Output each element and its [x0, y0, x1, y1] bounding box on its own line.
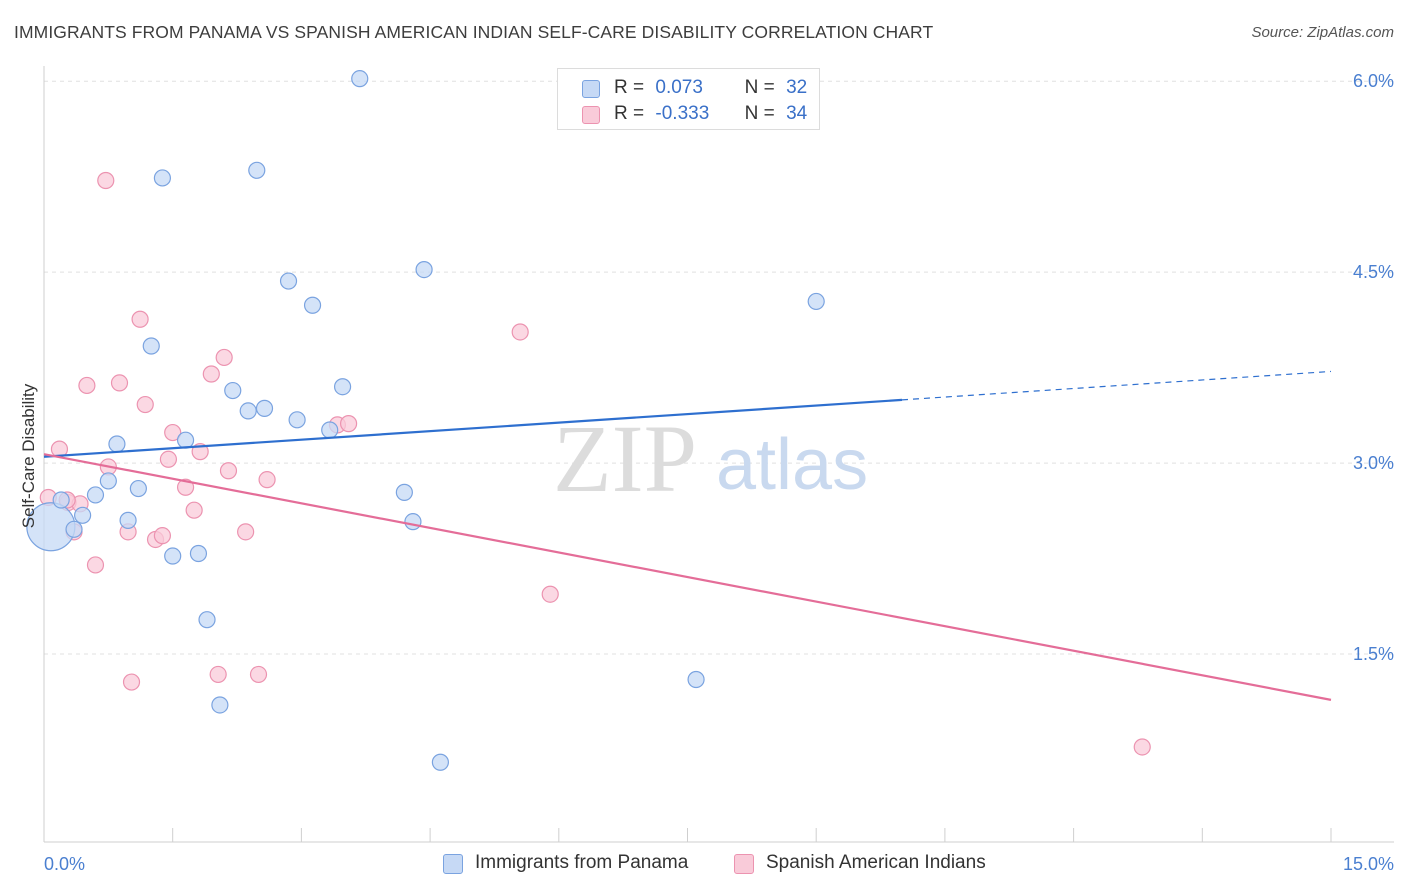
data-point [142, 337, 160, 355]
x-tick-label-min: 0.0% [44, 854, 85, 874]
data-point [153, 169, 172, 187]
data-point [185, 501, 203, 519]
data-point [78, 376, 96, 395]
data-point [339, 415, 358, 433]
axes [43, 66, 1394, 843]
legend-r-label: R = [614, 77, 645, 98]
data-point [97, 171, 115, 190]
legend-n-value: 34 [786, 103, 808, 124]
data-point [110, 374, 129, 392]
data-point [224, 381, 242, 400]
data-point [288, 411, 306, 429]
trend-lines [43, 370, 1332, 701]
data-point [1133, 738, 1151, 756]
data-point [219, 462, 238, 480]
grid-lines [44, 80, 1394, 655]
data-point [239, 402, 257, 420]
y-axis-label: Self-Care Disability [19, 383, 38, 528]
data-point [415, 261, 433, 279]
data-point [431, 753, 449, 771]
data-point [303, 296, 322, 314]
legend-swatch-pink [582, 106, 600, 124]
data-point [255, 399, 274, 417]
bottom-legend-label: Spanish American Indians [766, 852, 986, 873]
data-point [153, 527, 172, 545]
data-point [807, 292, 825, 311]
data-point [202, 365, 220, 383]
y-tick-label: 4.5% [1353, 262, 1394, 282]
data-point [541, 585, 559, 603]
data-point [211, 696, 229, 714]
data-point [86, 486, 105, 504]
bottom-legend-swatch-blue [443, 854, 463, 874]
stats-legend: R = 0.073 N = 32 R = -0.333 N = 34 [557, 68, 820, 130]
bottom-legend-swatch-pink [734, 854, 754, 874]
legend-r-label: R = [614, 103, 645, 124]
legend-swatch-blue [582, 80, 600, 98]
data-point [279, 272, 298, 290]
data-point [687, 670, 705, 689]
legend-r-value: 0.073 [655, 77, 703, 98]
watermark-zip: ZIP [553, 405, 697, 512]
data-point [404, 513, 422, 531]
series-immigrants-from-panama [26, 70, 825, 771]
data-point [164, 547, 182, 565]
data-point [119, 511, 137, 529]
data-point [333, 378, 352, 396]
data-point [249, 665, 268, 684]
data-point [209, 665, 227, 684]
y-tick-label: 6.0% [1353, 71, 1394, 91]
data-point [129, 479, 147, 498]
data-point [248, 161, 266, 179]
data-point [395, 483, 413, 501]
legend-n-value: 32 [786, 77, 808, 98]
data-point [65, 520, 83, 538]
y-tick-label: 1.5% [1353, 644, 1394, 664]
trend-line-panama [43, 398, 903, 458]
data-point [52, 491, 70, 509]
data-point [511, 323, 529, 341]
data-point [159, 450, 178, 468]
trend-line-spanish [43, 453, 1332, 701]
legend-n-label: N = [744, 77, 775, 98]
legend-n-label: N = [744, 103, 775, 124]
data-point [351, 70, 369, 88]
data-point [136, 395, 154, 414]
data-point [237, 523, 255, 541]
y-tick-label: 3.0% [1353, 453, 1394, 473]
x-tick-label-max: 15.0% [1343, 854, 1394, 874]
data-point [164, 423, 182, 442]
data-point [176, 478, 195, 496]
trend-line-panama-extension [901, 370, 1332, 401]
tick-labels: 1.5% 3.0% 4.5% 6.0% [1353, 71, 1394, 664]
source-credit: Source: ZipAtlas.com [1251, 24, 1394, 41]
data-point [258, 471, 276, 489]
data-point [321, 421, 339, 439]
data-point [74, 506, 92, 524]
data-point [215, 348, 233, 367]
data-point [198, 611, 216, 629]
watermark-atlas: atlas [716, 425, 868, 505]
data-point [86, 556, 105, 574]
bottom-legend-label: Immigrants from Panama [475, 852, 689, 873]
legend-r-value: -0.333 [655, 103, 710, 124]
data-point [122, 673, 141, 691]
data-point [131, 310, 149, 328]
data-point [189, 544, 208, 563]
chart-title: IMMIGRANTS FROM PANAMA VS SPANISH AMERIC… [14, 22, 934, 42]
series-spanish-american-indians [39, 171, 1151, 756]
data-point [176, 431, 195, 449]
data-point [99, 472, 117, 490]
data-point [108, 435, 126, 453]
